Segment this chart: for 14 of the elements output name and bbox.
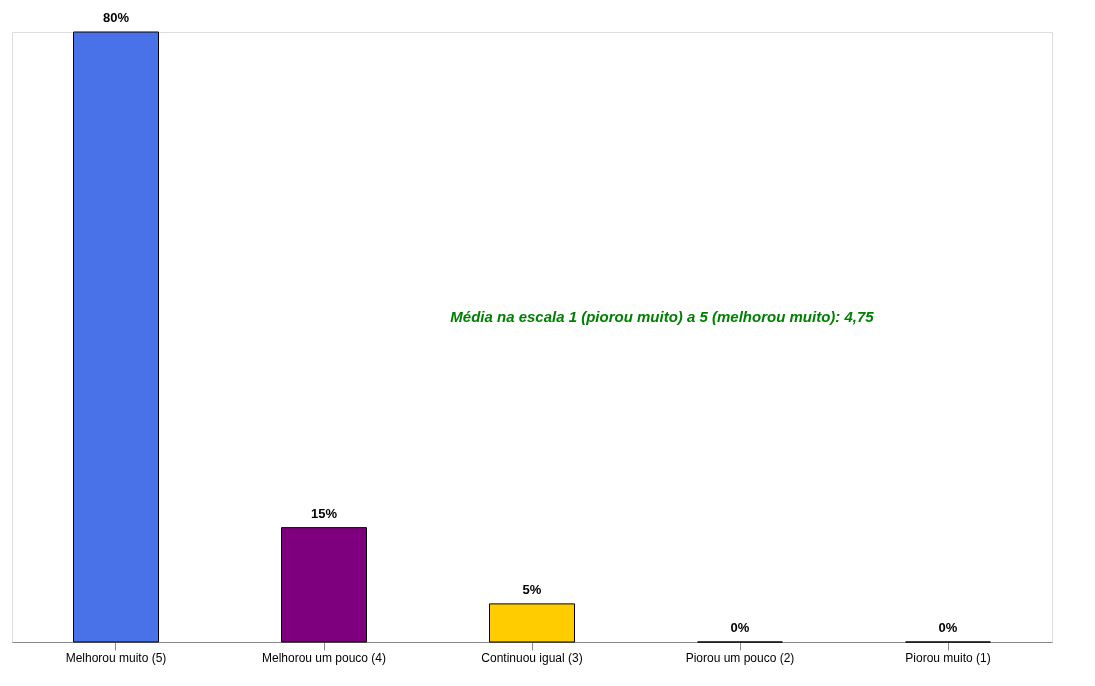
x-tick-label: Melhorou um pouco (4) — [261, 650, 387, 665]
bar — [73, 31, 159, 643]
data-label: 0% — [938, 620, 958, 635]
x-tick-label: Piorou um pouco (2) — [685, 650, 795, 665]
x-tick-label: Melhorou muito (5) — [65, 650, 167, 665]
data-label: 80% — [102, 10, 130, 25]
data-label: 0% — [730, 620, 750, 635]
annotation: Média na escala 1 (piorou muito) a 5 (melhorou muito): 4,75 — [450, 308, 875, 325]
data-label: 15% — [310, 505, 338, 521]
bar — [489, 603, 575, 643]
x-tick-label: Continuou igual (3) — [481, 650, 583, 665]
data-label: 5% — [522, 581, 542, 597]
x-tick-label: Piorou muito (1) — [905, 650, 991, 665]
bar — [281, 527, 367, 643]
